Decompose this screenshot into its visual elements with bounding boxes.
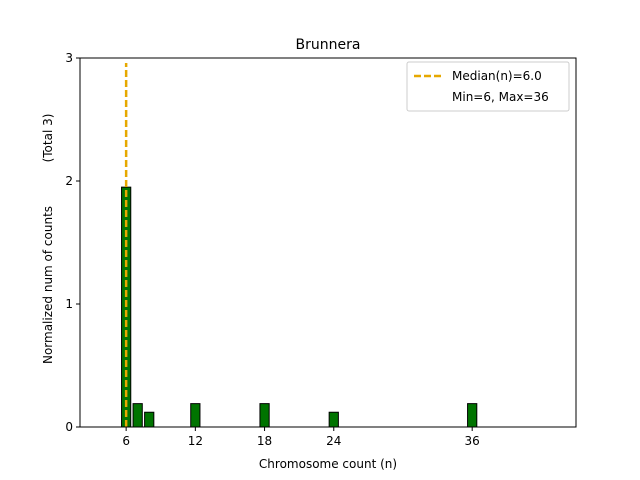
bars-group xyxy=(121,186,478,428)
legend-frame xyxy=(406,61,570,112)
plot-frame xyxy=(79,57,577,428)
legend: Median(n)=6.0 Min=6, Max=36 xyxy=(406,61,570,112)
y-axis-total-label: (Total 3) xyxy=(41,114,55,163)
bar-n-18 xyxy=(259,403,270,428)
x-tick-label-36: 36 xyxy=(465,434,480,448)
x-tick-label-24: 24 xyxy=(326,434,341,448)
bar-n-7 xyxy=(132,403,143,428)
y-axis-label: Normalized num of counts xyxy=(41,206,55,364)
x-axis-label: Chromosome count (n) xyxy=(259,457,397,471)
bar-n-12 xyxy=(190,403,201,428)
x-tick-label-18: 18 xyxy=(257,434,272,448)
legend-median-label: Median(n)=6.0 xyxy=(452,69,542,83)
bar-n-8 xyxy=(144,411,155,428)
x-tick-label-6: 6 xyxy=(122,434,130,448)
y-tick-label-3: 3 xyxy=(65,51,73,65)
y-tick-label-2: 2 xyxy=(65,174,73,188)
bar-n-24 xyxy=(328,411,339,428)
legend-minmax-label: Min=6, Max=36 xyxy=(452,90,549,104)
y-tick-label-1: 1 xyxy=(65,297,73,311)
x-tick-label-12: 12 xyxy=(188,434,203,448)
bar-n-36 xyxy=(467,403,478,428)
y-tick-label-0: 0 xyxy=(65,420,73,434)
chart-title: Brunnera xyxy=(296,37,361,53)
